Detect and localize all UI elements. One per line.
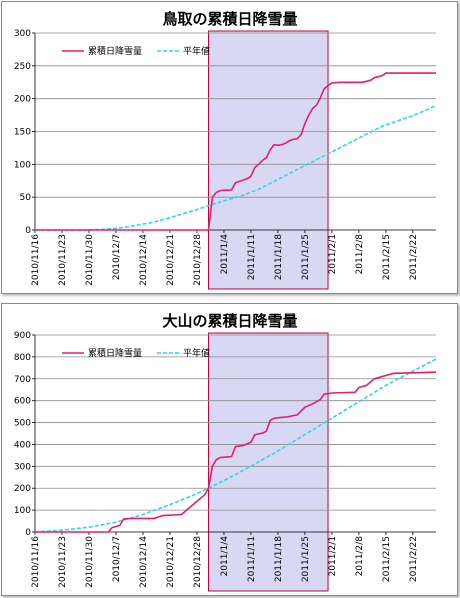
x-tick-label: 2010/12/7 [112, 234, 122, 280]
series-line [34, 358, 437, 533]
series-line [35, 72, 436, 231]
y-tick-label: 0 [25, 226, 31, 236]
x-tick-label: 2010/12/14 [139, 536, 149, 588]
x-tick-label: 2011/1/11 [247, 536, 257, 582]
y-tick-label: 500 [14, 419, 31, 429]
x-tick-label: 2010/12/21 [166, 234, 176, 286]
series-line [35, 104, 437, 231]
y-tick-label: 100 [14, 160, 31, 170]
x-tick-label: 2011/1/25 [301, 536, 311, 582]
legend-label: 累積日降雪量 [88, 45, 142, 57]
y-tick-label: 100 [14, 506, 31, 516]
series-line [35, 371, 437, 533]
x-tick-label: 2011/1/25 [301, 234, 311, 280]
x-tick-label: 2010/12/28 [193, 536, 203, 588]
x-tick-label: 2010/11/30 [85, 234, 95, 286]
y-tick-label: 300 [14, 462, 31, 472]
x-tick-label: 2011/1/4 [220, 536, 230, 577]
x-tick-label: 2011/2/1 [328, 536, 338, 576]
x-tick-label: 2010/12/28 [193, 234, 203, 286]
x-tick-label: 2010/12/21 [166, 536, 176, 588]
chart-daisen: 大山の累積日降雪量 0 100 200 300 400 500 600 700 800 900 20… [14, 312, 437, 592]
x-tick-label: 2011/2/8 [355, 234, 365, 275]
chart-title: 鳥取の累積日降雪量 [162, 10, 297, 28]
x-tick-label: 2011/2/8 [355, 536, 365, 577]
y-tick-label: 900 [14, 331, 31, 341]
highlight-region [208, 332, 329, 592]
x-tick-label: 2010/11/16 [31, 234, 41, 286]
x-tick-label: 2011/2/1 [328, 234, 338, 274]
y-tick-label: 700 [14, 375, 31, 385]
chart-title: 大山の累積日降雪量 [162, 312, 297, 330]
x-tick-label: 2011/1/4 [220, 234, 230, 275]
x-tick-label: 2010/12/7 [112, 536, 122, 582]
x-tick-label: 2011/2/15 [382, 536, 392, 582]
legend-label: 累積日降雪量 [88, 347, 142, 359]
legend-label: 平年値 [183, 45, 210, 57]
x-tick-label: 2011/1/18 [274, 234, 284, 280]
chart-tottori: 鳥取の累積日降雪量 0 50 100 150 200 250 300 2010/11/16 20… [14, 10, 437, 290]
chart-panel-tottori: 鳥取の累積日降雪量 0 50 100 150 200 250 300 2010/11/16 20… [1, 1, 458, 294]
y-tick-label: 0 [25, 528, 31, 538]
highlight-region [208, 30, 329, 290]
x-tick-label: 2010/11/23 [58, 234, 68, 286]
y-tick-label: 200 [14, 484, 31, 494]
x-tick-label: 2010/11/23 [58, 536, 68, 588]
y-tick-label: 400 [14, 440, 31, 450]
x-tick-label: 2011/1/11 [247, 234, 257, 280]
x-tick-label: 2011/2/22 [409, 536, 419, 582]
y-tick-label: 800 [14, 353, 31, 363]
y-tick-label: 150 [14, 128, 31, 138]
x-tick-label: 2010/11/30 [85, 536, 95, 588]
x-tick-label: 2010/12/14 [139, 234, 149, 286]
x-tick-label: 2011/2/15 [382, 234, 392, 280]
y-tick-label: 50 [20, 193, 32, 203]
x-tick-label: 2011/1/18 [274, 536, 284, 582]
chart-panel-daisen: 大山の累積日降雪量 0 100 200 300 400 500 600 700 800 900 20… [1, 303, 458, 596]
y-tick-label: 600 [14, 397, 31, 407]
x-tick-label: 2011/2/22 [409, 234, 419, 280]
legend-label: 平年値 [183, 347, 210, 359]
y-tick-label: 200 [14, 95, 31, 105]
y-tick-label: 250 [14, 62, 31, 72]
x-tick-label: 2010/11/16 [31, 536, 41, 588]
y-tick-label: 300 [14, 29, 31, 39]
